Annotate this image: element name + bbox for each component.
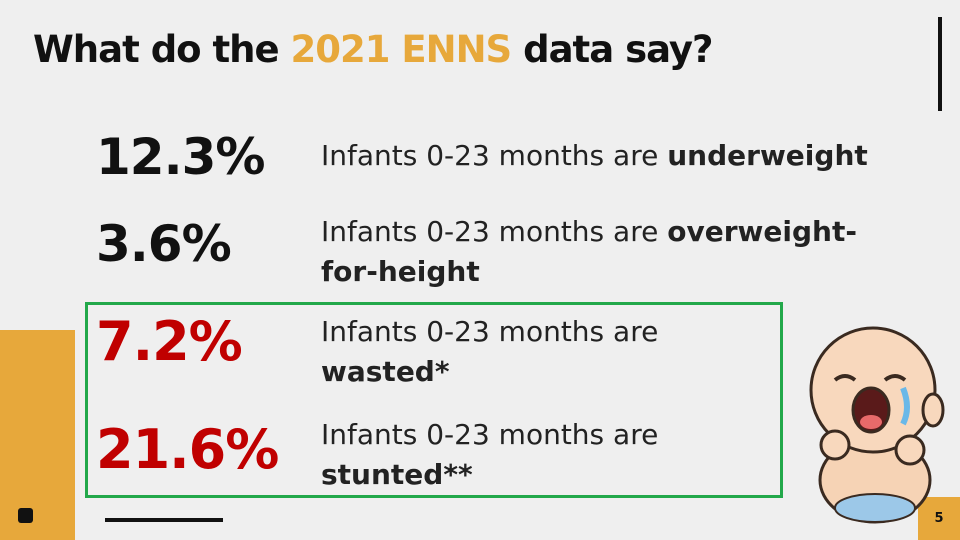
- orange-block: [0, 330, 75, 540]
- page-number-box: [918, 497, 960, 540]
- stat-value: 12.3%: [96, 128, 265, 186]
- stat-value: 3.6%: [96, 215, 232, 273]
- page-number: 5: [934, 511, 944, 526]
- highlight-box: [85, 302, 783, 498]
- stat-description: Infants 0-23 months are overweight-for-h…: [321, 212, 911, 292]
- description-text: Infants 0-23 months are: [321, 215, 668, 248]
- title-text: data say?: [511, 28, 713, 71]
- bottom-rule: [105, 518, 223, 522]
- stat-description: Infants 0-23 months are wasted*: [321, 312, 741, 392]
- crying-baby-illustration: [809, 326, 945, 524]
- description-bold: wasted*: [321, 355, 450, 388]
- title: What do the 2021 ENNS data say?: [33, 28, 714, 71]
- title-text: What do the: [33, 28, 291, 71]
- black-square: [18, 508, 33, 523]
- description-text: Infants 0-23 months are: [321, 418, 659, 451]
- right-rule: [938, 17, 942, 111]
- description-text: Infants 0-23 months are: [321, 139, 668, 172]
- stat-description: Infants 0-23 months are underweight: [321, 136, 921, 176]
- stat-value: 7.2%: [96, 310, 243, 373]
- description-bold: overweight-for-height: [321, 215, 857, 288]
- stat-value: 21.6%: [96, 418, 279, 481]
- stat-description: Infants 0-23 months are stunted**: [321, 415, 741, 495]
- description-bold: underweight: [667, 139, 868, 172]
- description-text: Infants 0-23 months are: [321, 315, 659, 348]
- description-bold: stunted**: [321, 458, 473, 491]
- title-highlight: 2021 ENNS: [290, 28, 512, 71]
